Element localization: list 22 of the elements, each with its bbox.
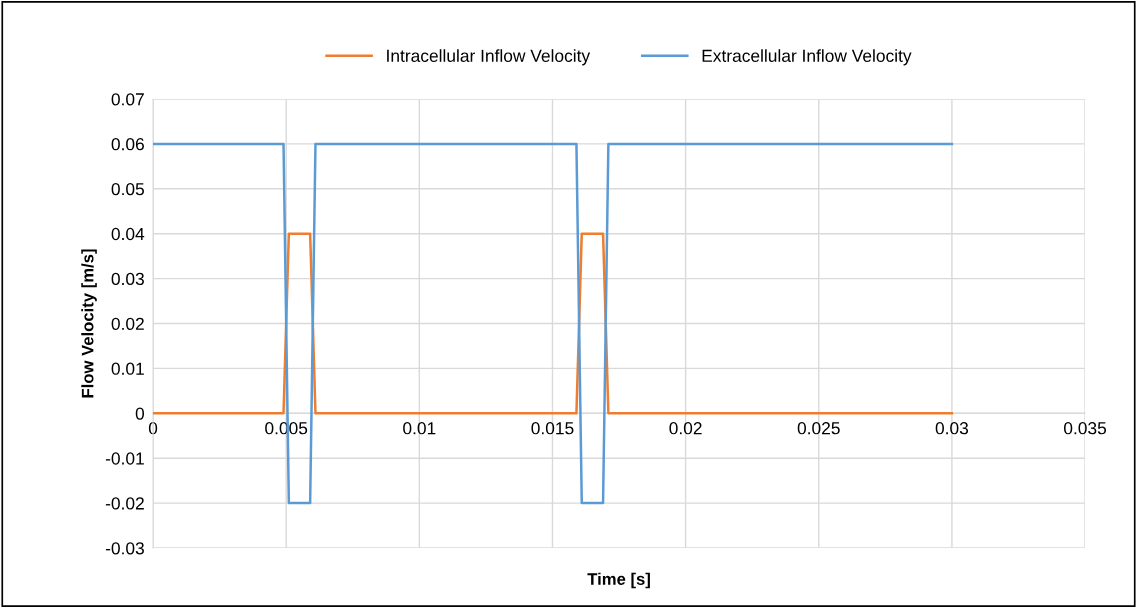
legend-label: Extracellular Inflow Velocity: [702, 49, 912, 66]
y-tick-label: -0.02: [105, 497, 144, 510]
y-tick-label: 0.03: [111, 272, 144, 286]
y-tick-label: -0.01: [105, 452, 144, 465]
y-tick-label: -0.03: [105, 542, 144, 555]
legend-label: Intracellular Inflow Velocity: [387, 49, 591, 66]
y-tick-label: 0.01: [111, 362, 144, 375]
y-tick-label: 0.04: [111, 227, 145, 241]
y-tick-label: 0.06: [111, 138, 144, 151]
y-tick-label: 0.02: [111, 317, 144, 330]
y-axis-title: Flow Velocity [m/s]: [81, 249, 97, 398]
x-tick-label: 0.03: [935, 422, 969, 435]
x-axis-title: Time [s]: [587, 572, 650, 589]
x-tick-label: 0.015: [531, 422, 574, 435]
x-tick-label: 0.01: [403, 422, 436, 435]
x-tick-label: 0.02: [669, 422, 702, 435]
y-tick-label: 0.07: [111, 93, 144, 106]
x-tick-label: 0.025: [797, 422, 840, 435]
y-tick-label: 0: [135, 407, 145, 420]
x-tick-label: 0: [148, 422, 158, 435]
y-tick-label: 0.05: [111, 182, 144, 196]
x-tick-label: 0.035: [1064, 422, 1107, 435]
